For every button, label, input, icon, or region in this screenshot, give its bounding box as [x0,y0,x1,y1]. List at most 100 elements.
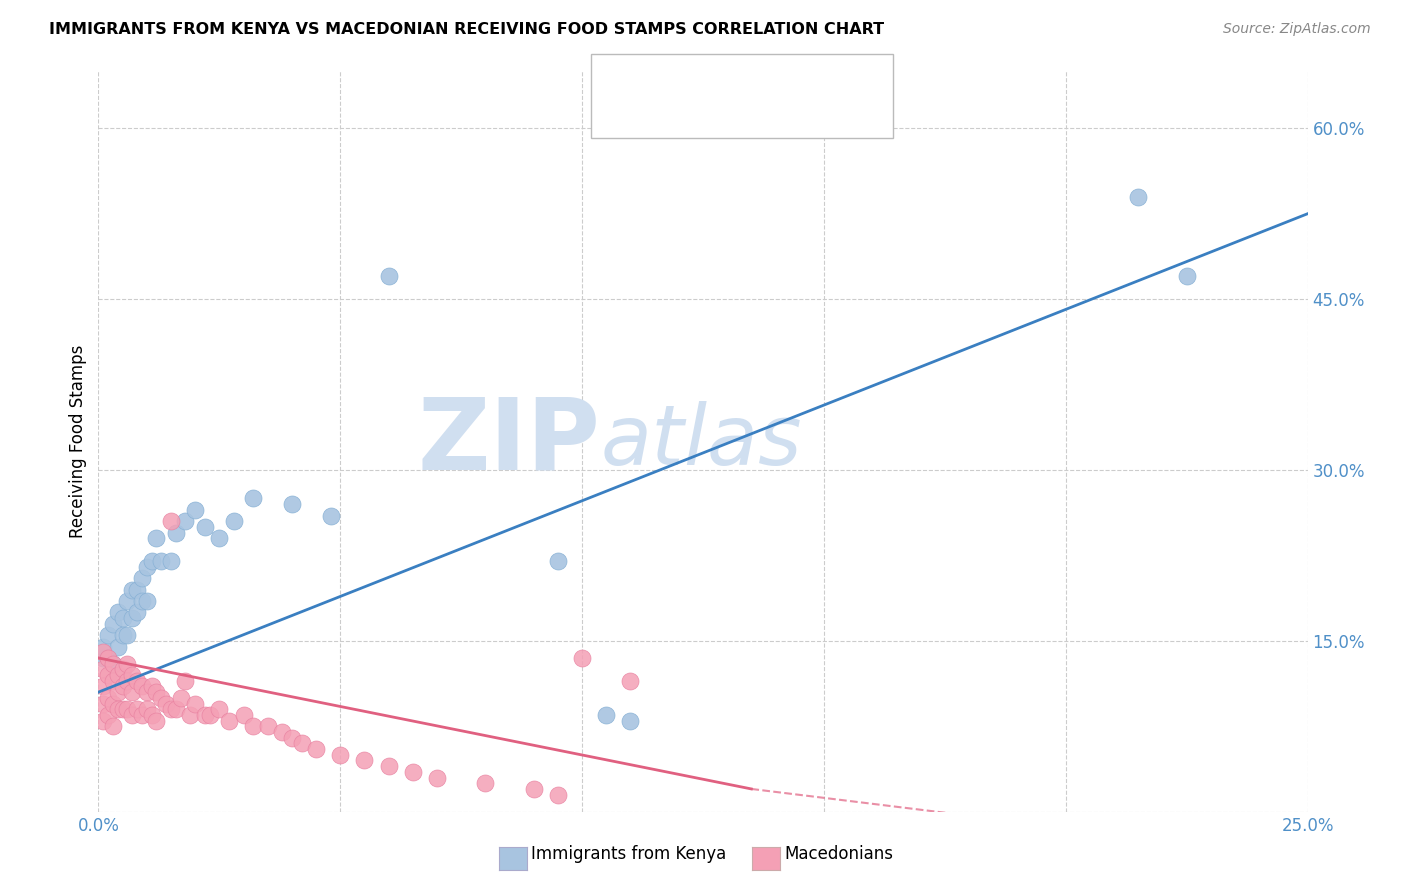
Point [111,628,134,642]
Point [131,571,153,585]
Point [145,532,167,546]
Point [1175,269,1198,284]
Point [426,771,449,785]
Point [256,719,278,733]
Point [91,645,114,659]
Text: atlas: atlas [600,401,801,482]
Point [194,520,217,534]
Text: ZIP: ZIP [418,393,600,490]
Point [91,697,114,711]
Point [523,781,546,796]
Point [547,788,569,802]
Point [145,685,167,699]
Point [619,714,641,728]
Point [619,673,641,688]
Point [271,725,294,739]
Point [117,702,139,716]
Point [145,714,167,728]
Point [135,685,157,699]
Point [160,702,183,716]
Point [222,514,245,528]
Point [101,657,124,671]
Point [131,707,153,722]
Point [117,594,139,608]
Point [198,707,221,722]
Point [242,491,264,506]
Point [131,594,153,608]
Point [91,662,114,676]
Point [135,702,157,716]
Point [127,606,149,620]
Point [91,714,114,728]
Point [377,759,399,773]
Point [131,680,153,694]
Point [141,707,163,722]
Point [135,594,157,608]
Point [184,697,207,711]
Point [377,269,399,284]
Text: IMMIGRANTS FROM KENYA VS MACEDONIAN RECEIVING FOOD STAMPS CORRELATION CHART: IMMIGRANTS FROM KENYA VS MACEDONIAN RECE… [49,22,884,37]
Point [107,606,129,620]
Point [141,680,163,694]
Point [290,736,312,750]
Point [117,673,139,688]
Point [208,532,231,546]
Point [474,776,496,790]
Point [111,680,134,694]
Point [121,611,143,625]
Point [127,673,149,688]
Point [101,719,124,733]
Point [281,497,304,511]
Text: Macedonians: Macedonians [785,845,894,863]
Point [595,707,617,722]
Text: R = -0.268   N = 65: R = -0.268 N = 65 [650,104,827,122]
Point [97,651,120,665]
Point [1128,189,1150,203]
Point [165,702,187,716]
Point [402,764,425,779]
Point [111,702,134,716]
Point [169,690,191,705]
Point [117,628,139,642]
Point [160,554,183,568]
Point [121,707,143,722]
Point [155,697,177,711]
Y-axis label: Receiving Food Stamps: Receiving Food Stamps [69,345,87,538]
Point [91,640,114,654]
Point [208,702,231,716]
Point [111,662,134,676]
Point [97,668,120,682]
Point [97,707,120,722]
Point [165,525,187,540]
Point [107,685,129,699]
Point [127,582,149,597]
Point [111,611,134,625]
Point [101,673,124,688]
Point [184,503,207,517]
Point [121,668,143,682]
Point [242,719,264,733]
Point [141,554,163,568]
Text: R =  0.683   N = 39: R = 0.683 N = 39 [650,69,825,87]
Point [160,514,183,528]
Point [127,702,149,716]
Point [121,582,143,597]
Point [353,754,375,768]
Point [101,697,124,711]
Point [135,559,157,574]
Point [150,690,173,705]
Point [174,673,197,688]
Point [97,628,120,642]
Point [329,747,352,762]
Point [117,657,139,671]
Point [571,651,593,665]
Point [194,707,217,722]
Point [319,508,342,523]
Point [150,554,173,568]
Point [91,651,114,665]
Point [305,742,328,756]
Text: Source: ZipAtlas.com: Source: ZipAtlas.com [1223,22,1371,37]
Point [107,702,129,716]
Point [281,731,304,745]
Point [179,707,201,722]
